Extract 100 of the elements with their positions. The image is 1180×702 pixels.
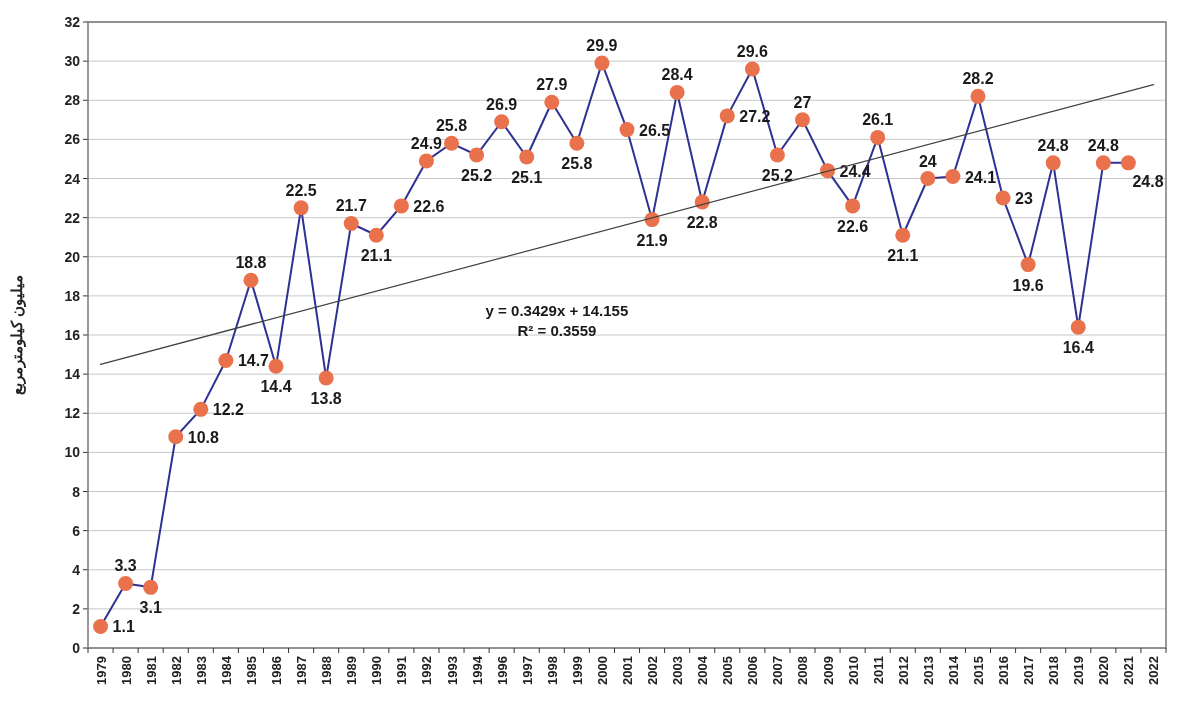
point: [569, 135, 585, 151]
y-tick-label: 30: [64, 53, 81, 70]
point: [1095, 155, 1111, 171]
data-label: 19.6: [1012, 276, 1044, 294]
x-tick-label: 2015: [970, 656, 986, 685]
y-tick-label: 8: [72, 483, 81, 500]
data-label: 21.9: [636, 231, 668, 249]
data-label: 28.4: [661, 66, 693, 84]
point: [343, 215, 359, 231]
point: [1120, 155, 1136, 171]
x-tick-label: 1988: [319, 656, 335, 685]
data-label: 29.9: [586, 37, 618, 55]
y-tick-label: 4: [72, 561, 81, 578]
x-tick-label: 2009: [820, 656, 836, 685]
point: [318, 370, 334, 386]
x-tick-label: 2014: [945, 655, 961, 685]
x-tick-label: 2020: [1096, 656, 1112, 685]
point: [143, 579, 159, 595]
x-tick-label: 2002: [645, 656, 661, 685]
data-label: 16.4: [1062, 339, 1094, 357]
data-label: 21.7: [335, 197, 367, 215]
x-tick-label: 2019: [1071, 656, 1087, 685]
y-axis-title: میلیون کیلومترمربع: [8, 274, 26, 396]
data-label: 22.5: [285, 181, 317, 199]
point: [368, 227, 384, 243]
point: [794, 112, 810, 128]
data-label: 26.1: [862, 111, 894, 129]
data-label: 24.1: [964, 168, 997, 186]
x-tick-label: 1983: [193, 656, 209, 685]
x-tick-label: 1993: [444, 656, 460, 685]
data-label: 22.6: [837, 217, 869, 235]
x-tick-label: 1987: [294, 656, 310, 685]
x-tick-label: 2021: [1121, 656, 1137, 685]
x-tick-label: 1989: [344, 656, 360, 685]
point: [719, 108, 735, 124]
x-tick-label: 2022: [1146, 656, 1162, 685]
y-tick-label: 10: [64, 444, 81, 461]
x-tick-label: 2004: [695, 655, 711, 685]
data-label: 27.9: [536, 76, 568, 94]
point: [594, 55, 610, 71]
point: [744, 61, 760, 77]
y-tick-label: 12: [64, 405, 81, 422]
y-tick-label: 24: [64, 170, 81, 187]
x-tick-label: 2001: [620, 656, 635, 685]
data-label: 21.1: [887, 247, 919, 265]
point: [845, 198, 861, 214]
x-tick-label: 1979: [93, 656, 109, 685]
y-tick-label: 20: [64, 248, 81, 265]
y-tick-label: 0: [72, 640, 81, 656]
point: [93, 618, 109, 634]
data-label: 25.8: [561, 155, 593, 173]
y-tick-label: 14: [64, 366, 81, 383]
x-tick-label: 2016: [996, 656, 1012, 685]
data-label: 22.6: [413, 197, 445, 215]
point: [393, 198, 409, 214]
point: [494, 114, 510, 130]
data-label: 25.8: [435, 117, 468, 135]
x-tick-label: 1997: [519, 656, 535, 685]
x-tick-label: 2011: [870, 656, 886, 685]
point: [193, 401, 209, 417]
data-label: 12.2: [212, 401, 245, 419]
x-tick-label: 1981: [143, 656, 159, 685]
annotation: R² = 0.3559: [517, 322, 597, 340]
point: [118, 575, 134, 591]
x-tick-label: 1994: [469, 655, 485, 685]
x-tick-label: 2003: [670, 656, 686, 685]
point: [870, 129, 886, 145]
x-tick-label: 1984: [218, 655, 234, 685]
y-tick-label: 22: [64, 209, 81, 226]
x-tick-label: 2005: [720, 656, 736, 685]
point: [619, 122, 635, 138]
point: [469, 147, 485, 163]
data-label: 21.1: [360, 247, 392, 265]
data-label: 23: [1015, 190, 1033, 208]
point: [945, 169, 961, 185]
y-tick-label: 16: [64, 327, 81, 343]
annotation: y = 0.3429x + 14.155: [485, 302, 629, 320]
data-label: 3.3: [114, 557, 137, 575]
x-tick-label: 1990: [369, 656, 385, 685]
data-label: 26.5: [639, 121, 671, 139]
point: [970, 88, 986, 104]
x-tick-label: 1996: [494, 656, 510, 685]
point: [218, 352, 234, 368]
data-label: 24.8: [1087, 136, 1119, 154]
x-tick-label: 1980: [118, 656, 134, 685]
data-label: 3.1: [139, 599, 162, 617]
x-tick-label: 2018: [1046, 656, 1062, 685]
x-tick-label: 2000: [594, 656, 610, 685]
data-label: 29.6: [736, 42, 769, 60]
x-tick-label: 1985: [243, 656, 259, 685]
x-tick-label: 2006: [745, 656, 761, 685]
point: [669, 84, 685, 100]
data-label: 25.2: [461, 167, 493, 185]
data-label: 27: [793, 93, 812, 111]
point: [293, 200, 309, 216]
x-tick-label: 1986: [269, 656, 285, 685]
point: [995, 190, 1011, 206]
x-tick-label: 1992: [419, 656, 435, 685]
point: [243, 272, 259, 288]
data-label: 25.1: [511, 168, 543, 186]
